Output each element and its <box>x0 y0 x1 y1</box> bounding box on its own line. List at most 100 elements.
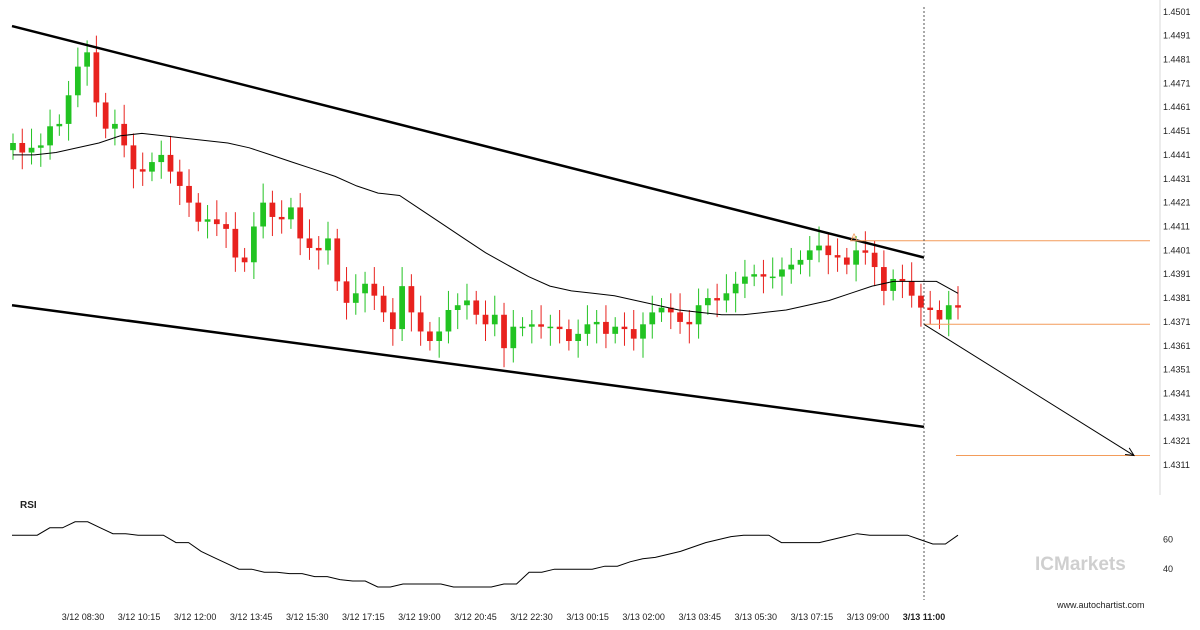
candle-body <box>464 300 470 306</box>
y-tick-label: 1.4491 <box>1163 31 1191 41</box>
x-tick-label: 3/13 00:15 <box>566 612 609 622</box>
candle-body <box>843 257 850 265</box>
rsi-tick-label: 60 <box>1163 535 1173 545</box>
candle-body <box>667 307 674 313</box>
candle-body <box>788 264 795 270</box>
candle-body <box>334 238 341 282</box>
candle-body <box>769 276 776 279</box>
y-tick-label: 1.4501 <box>1163 7 1191 17</box>
candle-body <box>436 331 443 342</box>
y-tick-label: 1.4421 <box>1163 198 1191 208</box>
candle-body <box>315 247 322 251</box>
x-tick-label: 3/12 10:15 <box>118 612 161 622</box>
candle-body <box>65 95 72 124</box>
candle-body <box>695 305 702 325</box>
candle-body <box>158 154 165 163</box>
candle-body <box>93 52 100 103</box>
candle-body <box>834 255 841 258</box>
candle-body <box>260 202 267 227</box>
y-tick-label: 1.4471 <box>1163 78 1191 88</box>
x-axis: 3/12 08:30 3/12 10:15 3/12 12:00 3/12 13:45… <box>62 612 946 622</box>
candle-body <box>501 314 507 349</box>
candle-body <box>56 123 63 127</box>
moving-average-line <box>13 132 959 316</box>
candle-body <box>806 250 813 260</box>
candle-body <box>584 324 591 334</box>
candle-body <box>927 307 934 310</box>
candle-body <box>288 207 294 220</box>
candle-body <box>945 305 952 320</box>
y-tick-label: 1.4401 <box>1163 245 1191 255</box>
candle-body <box>723 293 730 301</box>
broker-watermark: ICMarkets <box>1035 554 1126 575</box>
candle-body <box>816 245 822 251</box>
y-tick-label: 1.4331 <box>1163 412 1191 422</box>
y-tick-label: 1.4321 <box>1163 436 1191 446</box>
forecast-arrow-line <box>923 323 1135 456</box>
y-tick-label: 1.4381 <box>1163 293 1191 303</box>
candle-body <box>556 326 563 330</box>
candle-body <box>547 326 554 329</box>
y-tick-label: 1.4371 <box>1163 317 1191 327</box>
credit-text: www.autochartist.com <box>1056 600 1145 610</box>
candle-body <box>362 283 368 294</box>
candle-body <box>603 321 609 334</box>
candle-body <box>630 329 637 339</box>
candle-body <box>797 259 804 265</box>
candle-body <box>417 312 424 332</box>
rsi-tick-label: 40 <box>1163 564 1173 574</box>
x-tick-label: 3/13 09:00 <box>847 612 890 622</box>
candle-body <box>112 123 118 129</box>
candle-body <box>232 228 239 258</box>
candle-body <box>658 307 665 313</box>
candle-body <box>37 145 44 148</box>
candle-body <box>176 171 183 186</box>
x-tick-label: 3/12 08:30 <box>62 612 105 622</box>
y-tick-label: 1.4311 <box>1163 460 1190 470</box>
candle-body <box>649 312 656 325</box>
candle-body <box>955 305 961 308</box>
candle-body <box>482 314 489 325</box>
candle-body <box>704 298 711 306</box>
candle-body <box>223 224 229 229</box>
candle-body <box>380 295 387 313</box>
candle-body <box>936 309 943 320</box>
candle-body <box>491 314 498 325</box>
x-tick-label: 3/12 17:15 <box>342 612 385 622</box>
candle-body <box>473 300 480 315</box>
candle-body <box>204 219 211 222</box>
candle-body <box>149 162 155 172</box>
candle-body <box>251 226 257 263</box>
candle-body <box>566 329 572 342</box>
candle-body <box>732 283 739 294</box>
candle-body <box>890 278 897 291</box>
x-tick-label: 3/12 12:00 <box>174 612 217 622</box>
candle-body <box>760 274 767 277</box>
channel-lower-line <box>11 303 925 429</box>
candle-body <box>121 123 128 146</box>
candle-body <box>399 286 405 330</box>
candle-body <box>445 309 452 332</box>
candle-body <box>297 207 304 239</box>
candle-body <box>139 169 146 172</box>
candle-body <box>918 295 924 308</box>
x-tick-label: 3/12 22:30 <box>510 612 553 622</box>
candle-body <box>575 333 582 342</box>
candle-body <box>306 238 313 248</box>
candle-body <box>751 274 758 277</box>
y-tick-label: 1.4391 <box>1163 269 1191 279</box>
x-tick-label: 3/13 02:00 <box>622 612 665 622</box>
y-tick-label: 1.4361 <box>1163 341 1191 351</box>
price-plot <box>10 7 1150 600</box>
y-tick-label: 1.4411 <box>1163 221 1190 231</box>
candle-body <box>343 281 350 303</box>
candle-body <box>10 142 16 151</box>
candle-body <box>213 219 220 225</box>
candle-body <box>278 216 285 220</box>
candle-body <box>677 312 683 322</box>
candle-body <box>519 326 526 329</box>
candle-body <box>510 326 517 349</box>
candle-body <box>167 154 174 172</box>
